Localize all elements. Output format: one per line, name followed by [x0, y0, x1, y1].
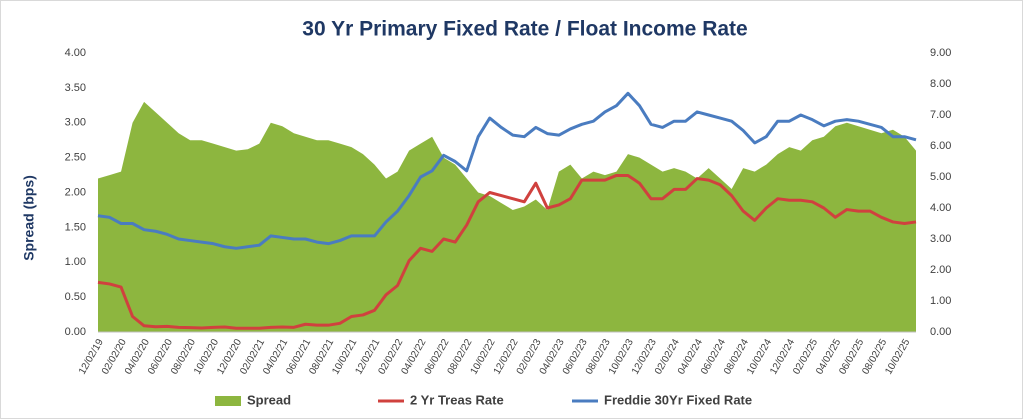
y2-tick-label: 8.00: [930, 78, 951, 90]
y2-tick-label: 1.00: [930, 295, 951, 307]
y2-tick-label: 5.00: [930, 171, 951, 183]
y2-tick-label: 3.00: [930, 233, 951, 245]
chart-title: 30 Yr Primary Fixed Rate / Float Income …: [302, 18, 747, 41]
rate-line: [97, 91, 917, 250]
legend-swatch: [215, 396, 241, 406]
y-tick-label: 2.00: [65, 186, 86, 198]
y2-tick-label: 7.00: [930, 109, 951, 121]
y-tick-label: 3.00: [65, 117, 86, 129]
y2-tick-label: 4.00: [930, 202, 951, 214]
y2-tick-label: 0.00: [930, 326, 951, 338]
spread-area: [98, 101, 916, 332]
y-tick-label: 1.50: [65, 221, 86, 233]
y2-tick-label: 6.00: [930, 140, 951, 152]
rate-line: [97, 173, 917, 330]
y-tick-label: 3.50: [65, 82, 86, 94]
y-tick-label: 4.00: [65, 47, 86, 59]
legend-label: 2 Yr Treas Rate: [410, 392, 504, 407]
legend-label: Freddie 30Yr Fixed Rate: [604, 392, 752, 407]
y-tick-label: 2.50: [65, 152, 86, 164]
y2-tick-label: 9.00: [930, 47, 951, 59]
y-tick-label: 0.00: [65, 326, 86, 338]
y-tick-label: 1.00: [65, 256, 86, 268]
legend-label: Spread: [247, 392, 291, 407]
y2-tick-label: 2.00: [930, 264, 951, 276]
y-tick-label: 0.50: [65, 291, 86, 303]
y-axis-label: Spread (bps): [21, 175, 37, 261]
